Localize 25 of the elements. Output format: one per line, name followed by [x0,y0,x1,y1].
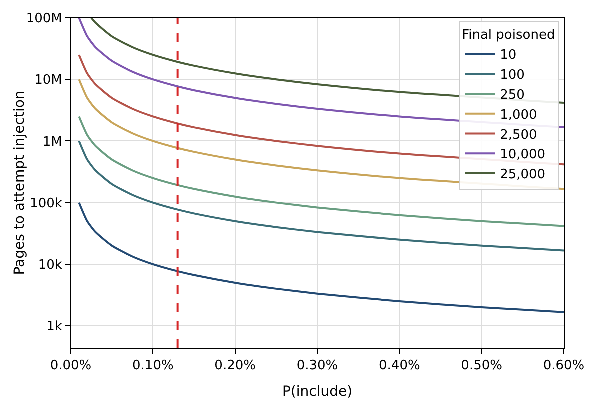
legend-label: 10 [500,48,517,64]
x-tick-label: 0.00% [50,358,92,374]
y-tick-label: 100M [26,12,62,27]
x-tick-label: 0.20% [214,358,256,374]
y-tick-label: 1k [46,320,63,335]
y-tick-label: 10M [34,73,62,88]
x-tick-label: 0.60% [543,358,585,374]
x-tick-label: 0.30% [296,358,338,374]
x-tick-label: 0.10% [132,358,174,374]
line-series [78,140,564,252]
y-tick-label: 10k [38,258,63,273]
legend-label: 100 [500,68,525,84]
legend-label: 2,500 [500,128,538,143]
y-tick-label: 100k [30,196,63,212]
legend-title: Final poisoned [462,28,556,44]
x-axis-title: P(include) [282,384,353,400]
line-series [78,202,564,314]
y-tick-label: 1M [42,134,62,150]
legend-label: 25,000 [500,168,546,183]
x-tick-label: 0.50% [461,358,502,374]
legend-label: 1,000 [500,108,538,123]
legend-label: 10,000 [500,148,546,163]
x-tick-label: 0.40% [379,358,420,374]
y-axis-title: Pages to attempt injection [12,90,28,276]
legend-label: 250 [500,88,525,104]
